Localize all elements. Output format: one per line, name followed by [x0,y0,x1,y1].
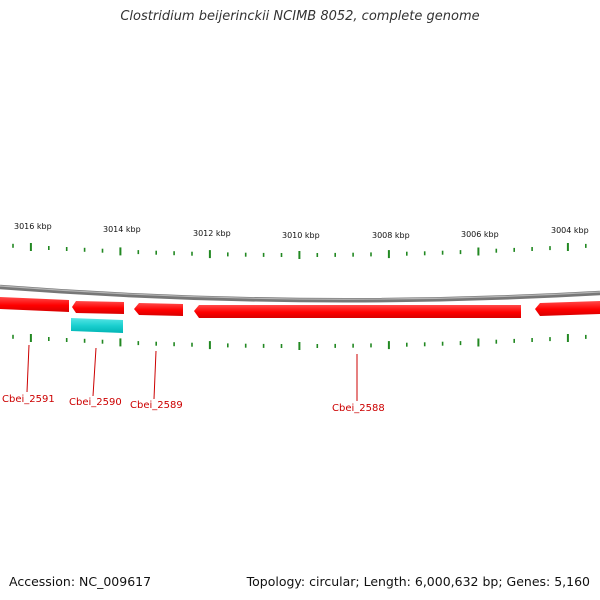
gene-label-lines [26,344,358,401]
genome-title: Clostridium beijerinckii NCIMB 8052, com… [120,9,480,24]
label-line-cbei-2589 [153,350,157,400]
feature-box-cyan[interactable] [71,318,123,333]
scale-labels: 3016 kbp 3014 kbp 3012 kbp 3010 kbp 3008… [14,222,589,240]
label-line-cbei-2590 [92,347,97,397]
genome-stats: Topology: circular; Length: 6,000,632 bp… [246,574,590,589]
gene-arrow-cbei-2589[interactable] [134,303,183,316]
gene-arrow-cbei-2588[interactable] [194,305,521,318]
scale-label: 3014 kbp [103,225,141,234]
gene-arrow-cbei-2591[interactable] [0,297,69,312]
upper-tick-marks [12,243,587,259]
scale-label: 3010 kbp [282,231,320,240]
genome-backbone-highlight [0,285,600,300]
scale-label: 3016 kbp [14,222,52,231]
scale-label: 3012 kbp [193,229,231,238]
gene-arrow-next[interactable] [535,301,600,316]
accession-label: Accession: NC_009617 [9,574,152,589]
gene-track [0,297,600,318]
label-line-cbei-2591 [26,344,30,393]
lower-tick-marks [12,334,587,350]
genome-backbone [0,284,600,303]
scale-label: 3006 kbp [461,230,499,239]
scale-label: 3008 kbp [372,231,410,240]
scale-label: 3004 kbp [551,226,589,235]
gene-label[interactable]: Cbei_2589 [130,400,183,411]
gene-label[interactable]: Cbei_2590 [69,397,122,408]
gene-labels: Cbei_2591 Cbei_2590 Cbei_2589 Cbei_2588 [2,394,385,414]
gene-label[interactable]: Cbei_2591 [2,394,55,405]
gene-arrow-cbei-2590[interactable] [72,301,124,314]
gene-label[interactable]: Cbei_2588 [332,403,385,414]
